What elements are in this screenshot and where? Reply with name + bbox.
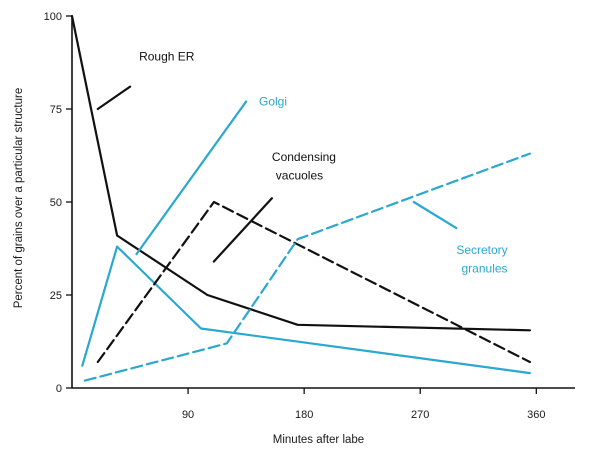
y-tick-label-1: 25 <box>50 290 62 302</box>
annotation-pointer-1 <box>135 100 248 256</box>
x-axis-label: Minutes after labe <box>273 434 364 446</box>
annotation-pointer-0 <box>96 85 132 111</box>
annotation-label-3: vacuoles <box>276 169 323 183</box>
axes: 0 25 50 75 100 90 180 270 360 <box>44 11 575 421</box>
series-secretory-granules-line <box>83 152 532 382</box>
y-axis-label: Percent of grains over a particular stru… <box>13 88 25 309</box>
annotation-pointer-2 <box>212 197 274 263</box>
series-condensing-vacuoles-line <box>96 200 532 364</box>
series-layer <box>70 14 532 382</box>
y-tick-label-4: 100 <box>44 11 62 23</box>
x-tick-label-3: 360 <box>527 409 545 421</box>
x-tick-label-2: 270 <box>411 409 429 421</box>
annotation-label-5: granules <box>462 262 508 276</box>
x-tick-label-0: 90 <box>182 409 194 421</box>
y-tick-label-0: 0 <box>56 383 62 395</box>
annotation-label-4: Secretory <box>456 243 507 257</box>
series-golgi-line <box>81 245 532 375</box>
annotation-label-1: Golgi <box>259 94 287 108</box>
annotation-layer: Rough ER Golgi Condensing vacuoles Secretory… <box>96 50 508 276</box>
annotation-pointer-4 <box>412 200 458 230</box>
annotation-label-2: Condensing <box>272 150 336 164</box>
annotation-label-0: Rough ER <box>139 50 195 64</box>
y-tick-label-3: 75 <box>50 104 62 116</box>
x-tick-label-1: 180 <box>295 409 313 421</box>
y-tick-label-2: 50 <box>50 197 62 209</box>
